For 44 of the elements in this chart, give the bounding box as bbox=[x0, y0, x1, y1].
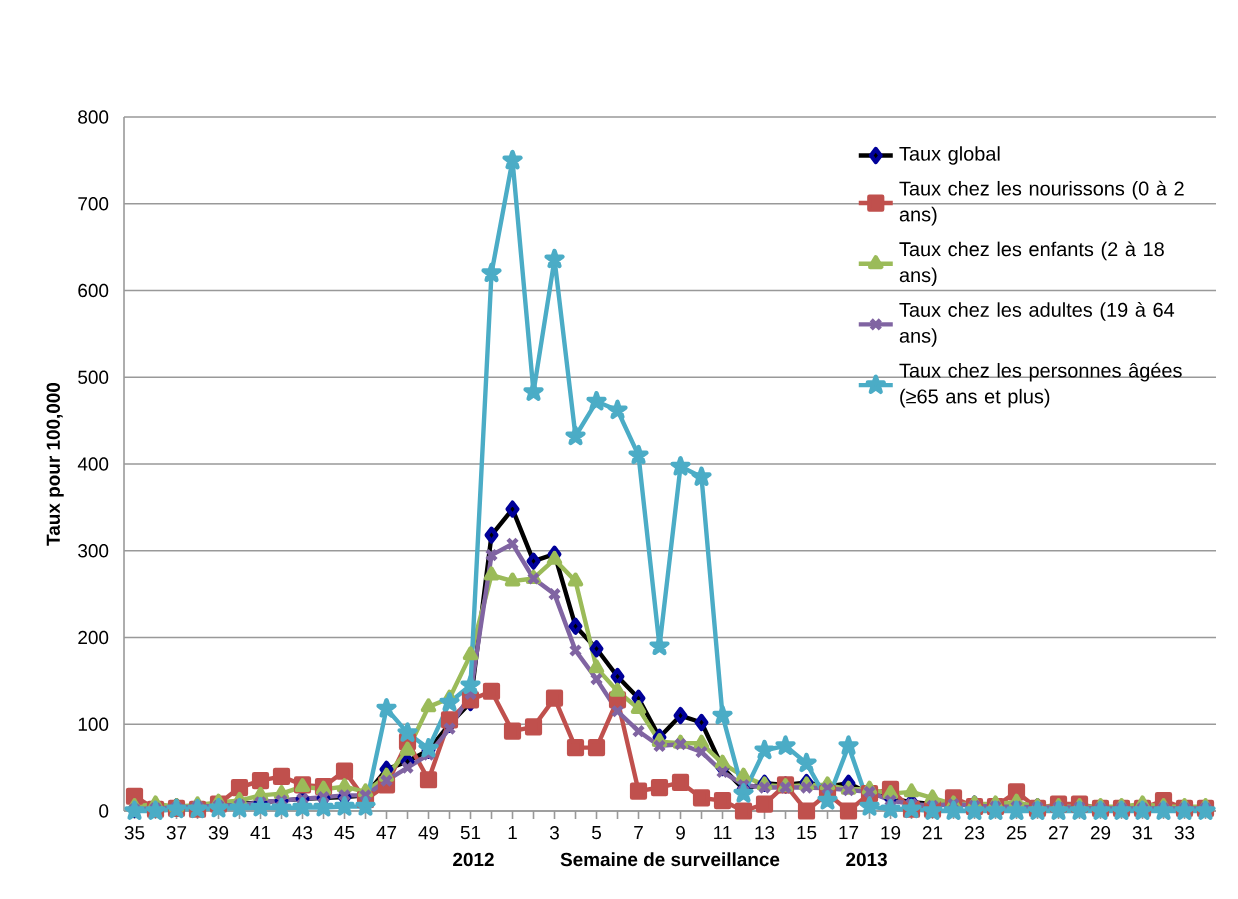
legend-label: Taux global bbox=[899, 146, 1000, 165]
legend-label: Taux chez les adultes (19 à 64 ans) bbox=[899, 302, 1175, 347]
y-tick-label: 400 bbox=[77, 457, 109, 471]
x-tick-label: 49 bbox=[418, 826, 439, 840]
x-tick-label: 15 bbox=[797, 826, 817, 840]
y-tick-label: 500 bbox=[78, 370, 109, 384]
legend-label: Taux chez les nourissons (0 à 2 ans) bbox=[899, 180, 1184, 226]
x-tick-label: 17 bbox=[839, 826, 859, 840]
x-tick-label: 47 bbox=[376, 826, 397, 840]
text: 2012 bbox=[453, 852, 494, 867]
x-tick-label: 45 bbox=[334, 826, 355, 840]
text: 2013 bbox=[846, 852, 887, 867]
y-tick-label: 300 bbox=[78, 544, 109, 558]
legend-label: Taux chez les enfants (2 à 18 ans) bbox=[899, 241, 1164, 287]
x-tick-label: 9 bbox=[676, 826, 685, 840]
x-tick-label: 3 bbox=[549, 826, 559, 840]
x-tick-label: 31 bbox=[1132, 826, 1153, 840]
x-tick-label: 29 bbox=[1090, 826, 1111, 840]
x-tick-label: 1 bbox=[508, 826, 517, 840]
x-tick-label: 37 bbox=[166, 826, 187, 840]
y-tick-label: 0 bbox=[99, 804, 109, 818]
y-tick-label: 100 bbox=[78, 717, 109, 731]
x-tick-label: 11 bbox=[714, 826, 732, 840]
y-tick-label: 700 bbox=[78, 197, 109, 211]
x-tick-label: 25 bbox=[1006, 826, 1027, 840]
x-tick-label: 33 bbox=[1174, 826, 1195, 840]
x-tick-label: 19 bbox=[881, 826, 901, 840]
y-tick-label: 600 bbox=[78, 283, 109, 298]
x-axis-title: Semaine de surveillance bbox=[560, 852, 780, 867]
x-tick-label: 5 bbox=[592, 826, 601, 840]
x-tick-label: 51 bbox=[460, 826, 481, 840]
legend-label: Taux chez les personnes âgées (≥65 ans et plus) bbox=[899, 362, 1182, 408]
x-tick-label: 13 bbox=[755, 826, 775, 840]
x-tick-label: 39 bbox=[208, 826, 229, 840]
x-tick-label: 7 bbox=[634, 826, 643, 840]
y-tick-label: 200 bbox=[78, 630, 109, 645]
x-tick-label: 23 bbox=[964, 826, 985, 840]
x-tick-label: 41 bbox=[250, 826, 271, 840]
x-tick-label: 43 bbox=[292, 826, 313, 840]
y-tick-label: 800 bbox=[78, 110, 109, 124]
x-tick-label: 27 bbox=[1048, 826, 1069, 840]
x-tick-label: 21 bbox=[922, 826, 943, 840]
x-tick-label: 35 bbox=[124, 826, 145, 840]
y-axis-title: Taux pour 100,000 bbox=[46, 382, 64, 546]
